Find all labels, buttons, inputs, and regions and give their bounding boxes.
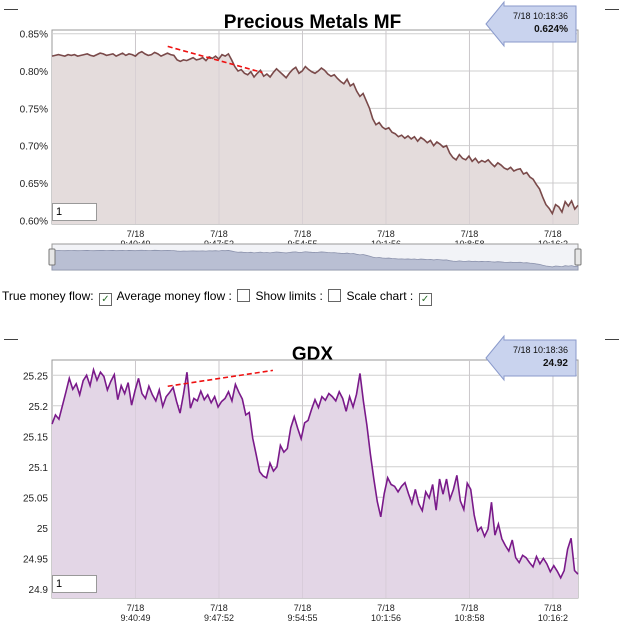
value-callout: 7/18 10:18:36 24.92 — [485, 334, 577, 382]
callout-value: 24.92 — [543, 358, 568, 369]
x-tick-date: 7/18 — [127, 229, 145, 239]
y-tick-label: 0.70% — [20, 142, 48, 153]
y-tick-label: 25.15 — [23, 432, 48, 443]
callout-value: 0.624% — [534, 24, 568, 35]
y-tick-label: 0.85% — [20, 30, 48, 41]
show-limits-label: Show limits : — [255, 289, 323, 303]
minimize-right-icon[interactable]: — — [605, 330, 619, 346]
x-tick-date: 7/18 — [377, 229, 395, 239]
x-tick-time: 10:1:56 — [371, 613, 401, 623]
x-tick-date: 7/18 — [377, 603, 395, 613]
y-tick-label: 25.05 — [23, 493, 48, 504]
chart-title: Precious Metals MF — [223, 12, 402, 33]
y-tick-label: 0.65% — [20, 179, 48, 190]
y-tick-label: 25.25 — [23, 371, 48, 382]
navigator-handle-left[interactable] — [48, 248, 56, 266]
x-tick-time: 9:40:49 — [120, 613, 150, 623]
callout-time: 7/18 10:18:36 — [513, 345, 568, 355]
series-line — [51, 50, 579, 216]
x-tick-date: 7/18 — [127, 603, 145, 613]
x-tick-date: 7/18 — [461, 229, 479, 239]
chart-panel-gdx: — — GDX 25.25 25.2 25.15 25.1 25.05 25 24.95 24… — [0, 330, 625, 637]
scale-chart-label: Scale chart : — [346, 289, 414, 303]
x-tick-time: 9:54:55 — [287, 613, 317, 623]
trendline — [167, 369, 274, 388]
chart-panel-metals: — — Precious Metals MF 0.85% 0.80% 0.75% 0.… — [0, 0, 625, 310]
x-tick-date: 7/18 — [461, 603, 479, 613]
callout-time: 7/18 10:18:36 — [513, 11, 568, 21]
x-tick-date: 7/18 — [210, 229, 228, 239]
trendline — [167, 45, 263, 74]
y-tick-label: 24.95 — [23, 554, 48, 565]
true-money-flow-checkbox[interactable]: ✓ — [98, 293, 112, 306]
true-money-flow-label: True money flow: — [2, 289, 94, 303]
x-tick-time: 10:16:2 — [538, 613, 568, 623]
y-tick-label: 25.2 — [29, 402, 49, 413]
y-tick-label: 0.80% — [20, 67, 48, 78]
x-tick-time: 9:47:52 — [204, 613, 234, 623]
chart-options: True money flow: ✓ Average money flow : … — [2, 289, 434, 306]
x-tick-date: 7/18 — [294, 603, 312, 613]
x-tick-time: 10:8:58 — [454, 613, 484, 623]
minimize-right-icon[interactable]: — — [605, 0, 619, 16]
average-money-flow-label: Average money flow : — [116, 289, 232, 303]
navigator-series — [51, 249, 579, 271]
navigator-handle-right[interactable] — [574, 248, 582, 266]
minimize-left-icon[interactable]: — — [4, 330, 18, 346]
scale-chart-checkbox[interactable]: ✓ — [418, 293, 432, 306]
y-tick-label: 0.60% — [20, 216, 48, 227]
y-tick-label: 25.1 — [29, 463, 49, 474]
gdx-chart: 25.2525.225.1525.125.052524.9524.97/189:… — [23, 334, 579, 623]
minimize-left-icon[interactable]: — — [4, 0, 18, 16]
x-tick-date: 7/18 — [294, 229, 312, 239]
value-callout: 7/18 10:18:36 0.624% — [485, 0, 577, 48]
series-line — [51, 366, 579, 580]
y-tick-label: 0.75% — [20, 104, 48, 115]
zoom-level-input[interactable]: 1 — [52, 575, 97, 593]
series-area — [52, 51, 578, 225]
x-tick-date: 7/18 — [544, 229, 562, 239]
callout-arrow-shape — [485, 0, 577, 48]
callout-arrow-shape — [485, 334, 577, 382]
zoom-level-input[interactable]: 1 — [52, 203, 97, 221]
x-tick-date: 7/18 — [544, 603, 562, 613]
series-area — [52, 369, 578, 598]
y-tick-label: 25 — [37, 524, 49, 535]
show-limits-checkbox[interactable] — [328, 289, 342, 302]
x-tick-date: 7/18 — [210, 603, 228, 613]
metals-chart: 0.85%0.80%0.75%0.70%0.65%0.60%7/189:40:4… — [20, 0, 582, 271]
y-tick-label: 24.9 — [29, 585, 49, 596]
average-money-flow-checkbox[interactable] — [237, 289, 251, 302]
